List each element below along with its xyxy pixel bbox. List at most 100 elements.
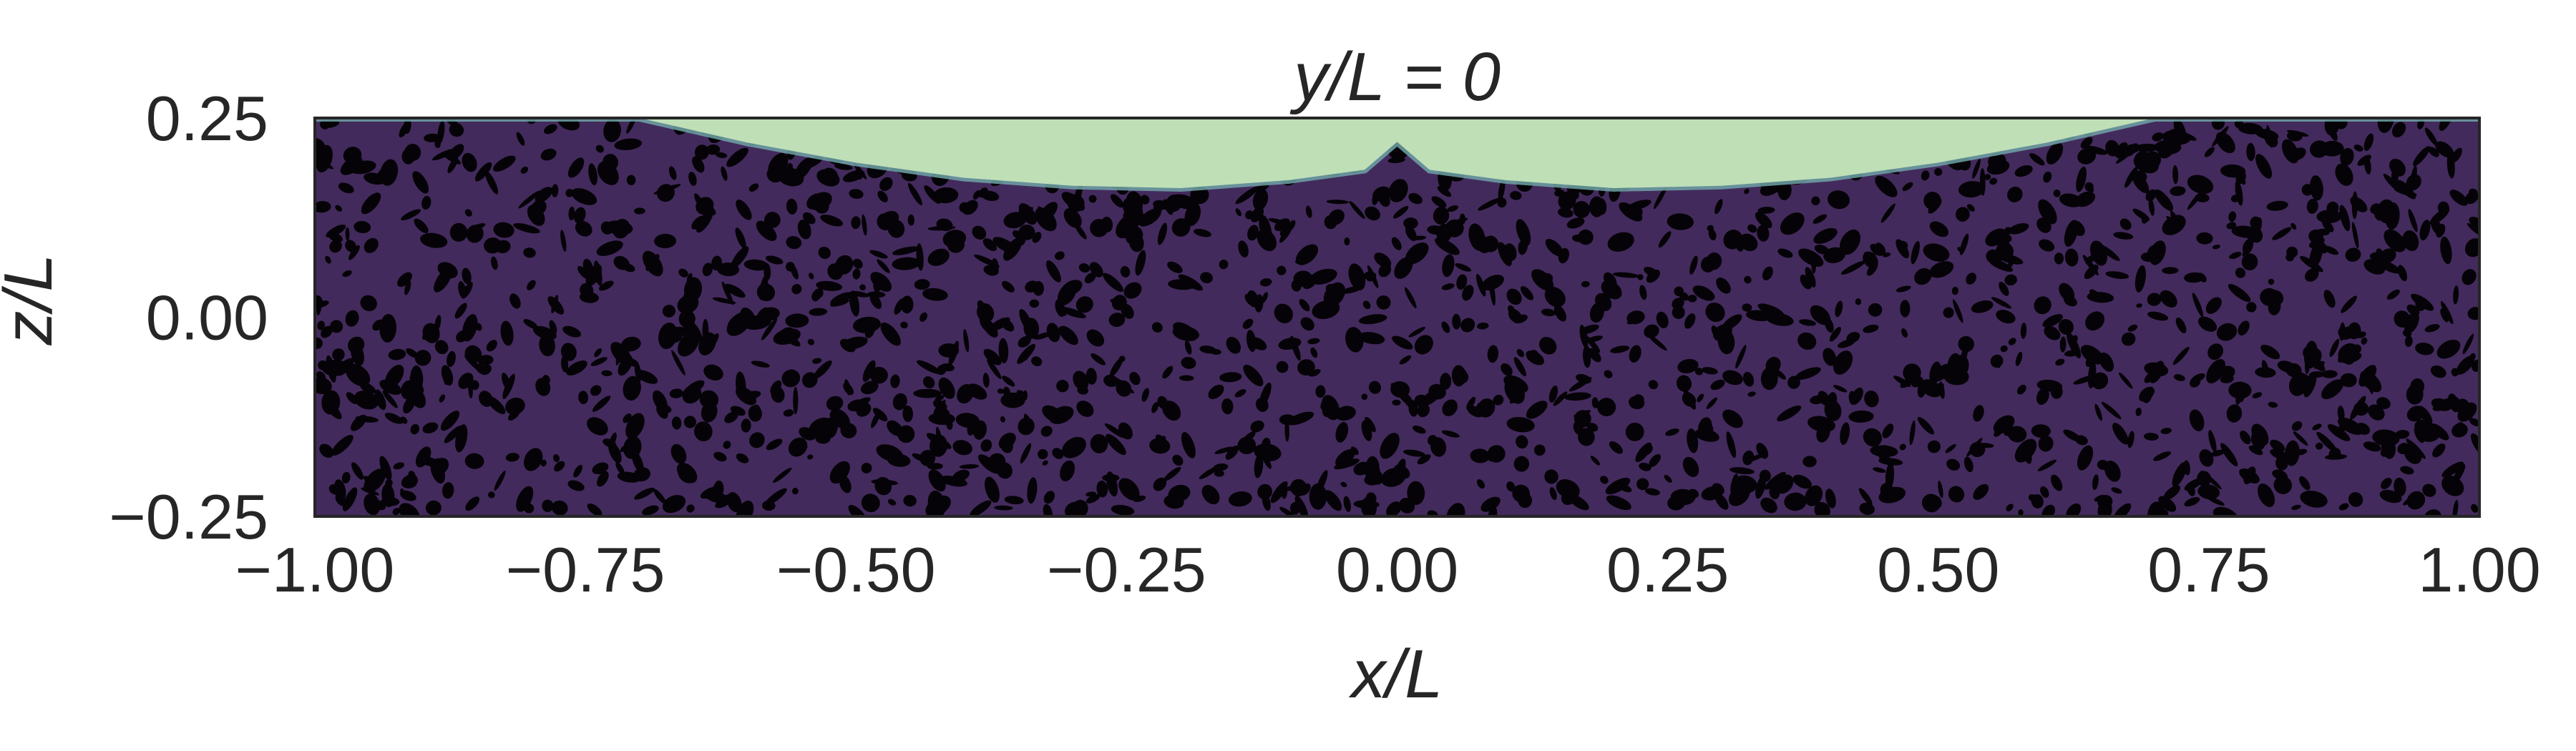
noise-blob xyxy=(894,298,905,315)
noise-blob xyxy=(809,308,828,316)
noise-blob xyxy=(972,225,987,240)
noise-blob xyxy=(1989,177,1998,185)
noise-blob xyxy=(2246,142,2255,162)
noise-blob xyxy=(1324,215,1337,230)
noise-blob xyxy=(1603,272,1617,289)
noise-blob xyxy=(1018,203,1037,225)
noise-blob xyxy=(1911,240,1920,265)
noise-blob xyxy=(1994,426,2004,437)
noise-blob xyxy=(916,360,942,375)
noise-blob xyxy=(736,199,752,220)
noise-blob xyxy=(2059,336,2067,353)
noise-blob xyxy=(2015,351,2023,366)
noise-blob xyxy=(623,413,632,423)
noise-blob xyxy=(2469,418,2479,427)
noise-blob xyxy=(2406,406,2425,422)
noise-blob xyxy=(2036,379,2063,392)
noise-blob xyxy=(2040,486,2049,498)
noise-blob xyxy=(1063,208,1082,228)
noise-blob xyxy=(849,290,860,317)
noise-blob xyxy=(1362,300,1371,310)
noise-blob xyxy=(333,479,346,501)
noise-blob xyxy=(2303,348,2322,367)
noise-blob xyxy=(2352,344,2362,353)
noise-blob xyxy=(2321,379,2344,400)
noise-blob xyxy=(1368,381,1382,394)
noise-blob xyxy=(422,323,440,343)
noise-blob xyxy=(2406,384,2424,405)
noise-blob xyxy=(907,182,922,206)
noise-blob xyxy=(332,348,345,361)
noise-blob xyxy=(2077,445,2094,471)
noise-blob xyxy=(907,214,915,226)
noise-blob xyxy=(1928,198,1942,214)
noise-blob xyxy=(477,355,494,365)
noise-blob xyxy=(2094,494,2106,502)
noise-blob xyxy=(1762,266,1773,281)
noise-blob xyxy=(887,499,897,506)
noise-blob xyxy=(1702,367,1718,375)
noise-blob xyxy=(2454,422,2466,437)
noise-blob xyxy=(2376,397,2391,410)
noise-blob xyxy=(1364,473,1382,486)
noise-blob xyxy=(582,258,593,275)
noise-blob xyxy=(424,133,441,142)
noise-blob xyxy=(1544,469,1558,484)
noise-blob xyxy=(1335,449,1355,467)
noise-blob xyxy=(1747,391,1756,397)
noise-blob xyxy=(2199,449,2214,467)
noise-blob xyxy=(1966,438,1983,457)
noise-blob xyxy=(2162,215,2186,235)
noise-blob xyxy=(615,462,625,475)
noise-blob xyxy=(2335,163,2353,186)
noise-blob xyxy=(505,453,519,462)
noise-blob xyxy=(1059,307,1086,318)
noise-blob xyxy=(1722,370,1743,386)
noise-blob xyxy=(2034,296,2051,315)
noise-blob xyxy=(871,411,881,428)
noise-blob xyxy=(1938,481,1943,499)
noise-blob xyxy=(1875,175,1898,197)
noise-blob xyxy=(1855,298,1862,305)
noise-blob xyxy=(1234,389,1246,398)
noise-blob xyxy=(2054,252,2064,265)
noise-blob xyxy=(1467,406,1483,418)
noise-blob xyxy=(1358,332,1385,345)
x-tick-label: −0.50 xyxy=(776,534,936,605)
noise-blob xyxy=(703,364,723,381)
noise-blob xyxy=(1408,192,1423,205)
noise-blob xyxy=(600,221,613,235)
noise-blob xyxy=(2350,396,2366,420)
noise-blob xyxy=(1823,247,1845,263)
noise-blob xyxy=(2210,449,2225,457)
noise-blob xyxy=(688,172,697,186)
noise-blob xyxy=(1018,225,1035,240)
noise-blob xyxy=(847,399,866,412)
noise-blob xyxy=(1777,405,1802,422)
noise-blob xyxy=(349,160,376,175)
noise-blob xyxy=(345,240,356,252)
noise-blob xyxy=(432,149,454,161)
noise-blob xyxy=(790,263,799,280)
noise-blob xyxy=(1966,273,1976,285)
noise-blob xyxy=(1637,274,1644,280)
noise-blob xyxy=(735,227,746,249)
noise-blob xyxy=(1991,297,2012,309)
noise-blob xyxy=(331,435,353,456)
noise-blob xyxy=(1003,386,1011,399)
plot-frame xyxy=(313,117,2481,518)
noise-blob xyxy=(2299,476,2311,491)
noise-blob xyxy=(1878,486,1906,504)
noise-blob xyxy=(2206,496,2225,506)
noise-blob xyxy=(393,462,405,470)
noise-blob xyxy=(2206,358,2226,384)
noise-blob xyxy=(1739,233,1758,252)
noise-blob xyxy=(623,436,642,459)
noise-blob xyxy=(2080,345,2104,365)
noise-blob xyxy=(2121,332,2136,346)
noise-blob xyxy=(653,489,666,504)
noise-blob xyxy=(2250,431,2265,450)
noise-blob xyxy=(1015,392,1026,403)
noise-blob xyxy=(852,316,881,333)
noise-blob xyxy=(668,166,677,180)
